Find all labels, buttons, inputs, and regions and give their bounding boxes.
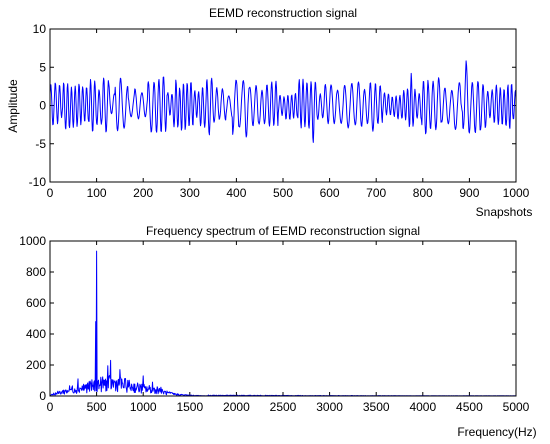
signal-plot-frame: [49, 28, 517, 183]
spectrum-y-tick-label: 0: [39, 389, 46, 403]
signal-x-tick-label: 700: [366, 186, 386, 200]
signal-y-tick-label: 10: [33, 22, 47, 36]
spectrum-plot-title: Frequency spectrum of EEMD reconstructio…: [146, 224, 420, 238]
signal-x-tick-label: 0: [47, 186, 54, 200]
signal-x-tick-label: 600: [320, 186, 340, 200]
spectrum-y-tick-label: 200: [26, 358, 46, 372]
spectrum-plot-ticks: 0 500 1000 1500 2000 2500 3000 3500 4000 4500 5000…: [19, 234, 529, 414]
spectrum-plot: Frequency spectrum of EEMD reconstructio…: [19, 224, 536, 439]
spectrum-series-line: [49, 250, 517, 397]
spectrum-x-tick-label: 4000: [409, 400, 436, 414]
spectrum-x-tick-label: 5000: [503, 400, 530, 414]
signal-x-tick-label: 800: [413, 186, 433, 200]
spectrum-x-tick-label: 4500: [456, 400, 483, 414]
signal-y-tick-label: -10: [29, 175, 47, 189]
signal-plot-xlabel: Snapshots: [476, 205, 533, 219]
spectrum-y-tick-label: 400: [26, 327, 46, 341]
spectrum-y-tick-label: 600: [26, 296, 46, 310]
signal-plot-ticks: 0 100 200 300 400 500 600 700 800 900 1000 -10 -5 0 5 1…: [29, 22, 530, 200]
signal-x-tick-label: 500: [273, 186, 293, 200]
signal-x-tick-label: 200: [133, 186, 153, 200]
signal-x-tick-label: 100: [87, 186, 107, 200]
spectrum-x-tick-label: 1000: [130, 400, 157, 414]
signal-x-tick-label: 1000: [503, 186, 530, 200]
spectrum-plot-xlabel: Frequency(Hz): [457, 425, 536, 439]
signal-plot-ylabel: Amplitude: [6, 79, 20, 133]
signal-y-tick-label: 0: [39, 99, 46, 113]
spectrum-x-tick-label: 1500: [176, 400, 203, 414]
spectrum-x-tick-label: 2500: [270, 400, 297, 414]
spectrum-plot-frame: [49, 240, 517, 397]
spectrum-x-tick-label: 2000: [223, 400, 250, 414]
spectrum-y-tick-label: 800: [26, 265, 46, 279]
signal-plot-title: EEMD reconstruction signal: [209, 6, 357, 20]
signal-y-tick-label: 5: [39, 60, 46, 74]
spectrum-y-tick-label: 1000: [19, 234, 46, 248]
spectrum-x-tick-label: 3000: [316, 400, 343, 414]
signal-series-line: [49, 60, 517, 143]
signal-y-tick-label: -5: [35, 137, 46, 151]
signal-plot: EEMD reconstruction signal Amplitude Sna…: [6, 6, 532, 219]
spectrum-x-tick-label: 500: [87, 400, 107, 414]
signal-x-tick-label: 300: [180, 186, 200, 200]
spectrum-x-tick-label: 0: [47, 400, 54, 414]
signal-x-tick-label: 400: [226, 186, 246, 200]
spectrum-x-tick-label: 3500: [363, 400, 390, 414]
signal-x-tick-label: 900: [459, 186, 479, 200]
